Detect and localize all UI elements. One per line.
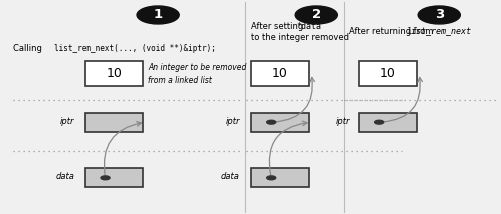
Text: data: data bbox=[220, 172, 239, 181]
Text: iptr: iptr bbox=[60, 117, 74, 126]
Text: from a linked list: from a linked list bbox=[148, 76, 211, 85]
Text: After returning from: After returning from bbox=[348, 27, 435, 36]
Text: to the integer removed: to the integer removed bbox=[250, 33, 348, 42]
Text: list_rem_next: list_rem_next bbox=[406, 27, 470, 36]
Text: 3: 3 bbox=[434, 9, 443, 21]
Text: 10: 10 bbox=[272, 67, 287, 80]
Text: iptr: iptr bbox=[225, 117, 239, 126]
Bar bbox=[85, 113, 143, 132]
Bar bbox=[250, 61, 308, 86]
Text: iptr: iptr bbox=[335, 117, 350, 126]
Circle shape bbox=[417, 6, 459, 24]
Text: 2: 2 bbox=[311, 9, 320, 21]
Circle shape bbox=[266, 176, 275, 180]
Circle shape bbox=[374, 120, 383, 124]
Text: Calling: Calling bbox=[13, 44, 44, 53]
Text: 10: 10 bbox=[379, 67, 395, 80]
Circle shape bbox=[101, 176, 110, 180]
Bar bbox=[358, 113, 416, 132]
Text: 1: 1 bbox=[153, 9, 162, 21]
Circle shape bbox=[137, 6, 179, 24]
Bar bbox=[85, 61, 143, 86]
Text: 10: 10 bbox=[106, 67, 122, 80]
Circle shape bbox=[295, 6, 337, 24]
Circle shape bbox=[266, 120, 275, 124]
Text: An integer to be removed: An integer to be removed bbox=[148, 63, 246, 72]
Bar bbox=[85, 168, 143, 187]
Text: list_rem_next(..., (void **)&iptr);: list_rem_next(..., (void **)&iptr); bbox=[54, 44, 215, 53]
Bar bbox=[250, 113, 308, 132]
Text: *data: *data bbox=[296, 22, 321, 31]
Text: After setting: After setting bbox=[250, 22, 308, 31]
Text: data: data bbox=[55, 172, 74, 181]
Bar bbox=[358, 61, 416, 86]
Bar bbox=[250, 168, 308, 187]
